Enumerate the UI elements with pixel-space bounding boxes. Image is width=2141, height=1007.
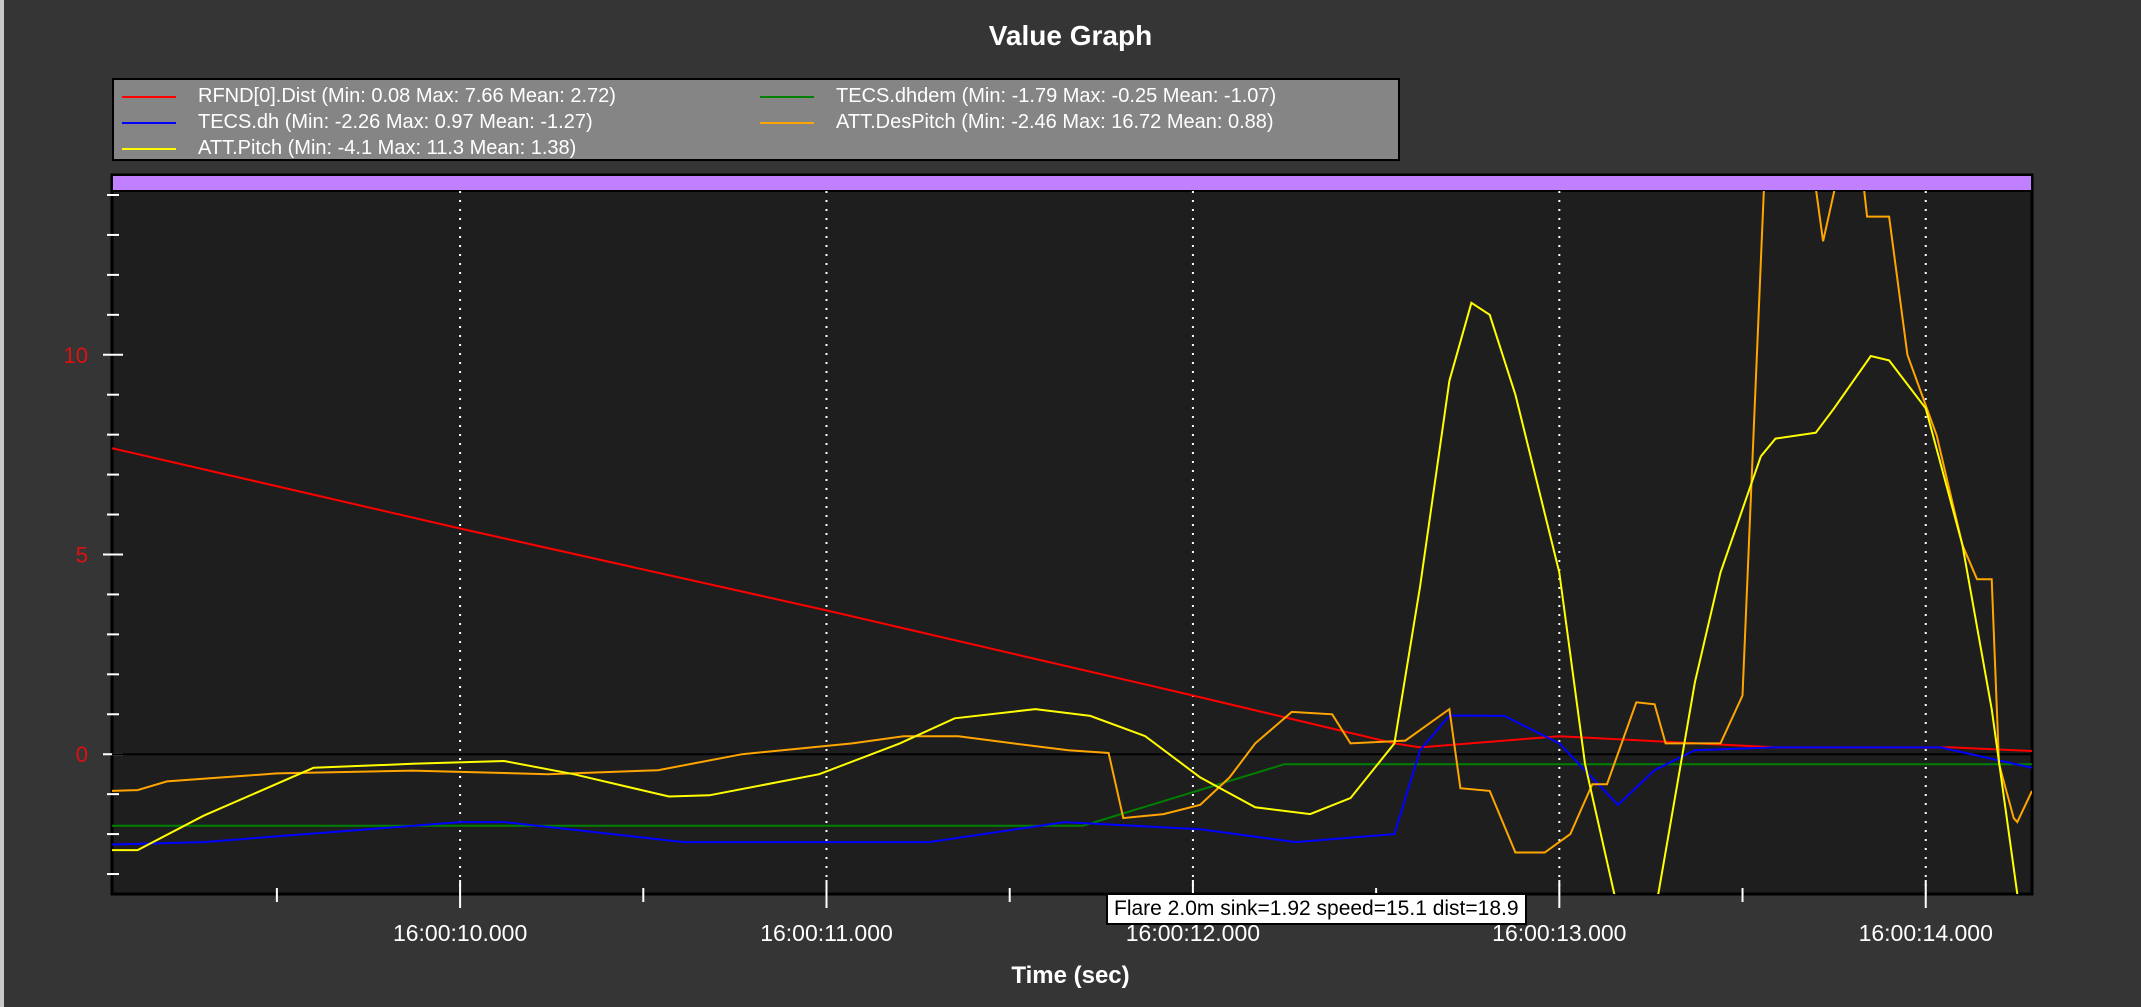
graph-title: Value Graph <box>988 20 1153 51</box>
legend-item-tecs-dhdem[interactable]: TECS.dhdem (Min: -1.79 Max: -0.25 Mean: … <box>760 85 1276 108</box>
legend-swatch <box>760 121 814 124</box>
legend-item-att-pitch[interactable]: ATT.Pitch (Min: -4.1 Max: 11.3 Mean: 1.3… <box>122 137 576 160</box>
y-tick-label: 0 <box>76 742 88 767</box>
window-edge <box>0 0 4 1007</box>
legend[interactable]: RFND[0].Dist (Min: 0.08 Max: 7.66 Mean: … <box>112 78 1400 161</box>
series-line-att-pitch[interactable] <box>112 301 2032 918</box>
x-tick-label: 16:00:10.000 <box>393 920 527 946</box>
x-tick-label: 16:00:14.000 <box>1859 920 1993 946</box>
series-line-tecs-dhdem[interactable] <box>112 763 2032 827</box>
legend-label: ATT.Pitch (Min: -4.1 Max: 11.3 Mean: 1.3… <box>198 137 577 159</box>
legend-label: TECS.dhdem (Min: -1.79 Max: -0.25 Mean: … <box>836 85 1277 107</box>
plot-area[interactable] <box>110 173 2034 896</box>
series-line-att-despitch[interactable] <box>112 86 2032 854</box>
legend-swatch <box>122 121 176 124</box>
flight-mode-band[interactable] <box>111 174 2033 192</box>
x-tick-label: 16:00:11.000 <box>760 920 893 946</box>
legend-swatch <box>760 95 814 98</box>
legend-label: ATT.DesPitch (Min: -2.46 Max: 16.72 Mean… <box>836 111 1274 133</box>
series-line-tecs-dh[interactable] <box>112 714 2032 846</box>
legend-item-att-despitch[interactable]: ATT.DesPitch (Min: -2.46 Max: 16.72 Mean… <box>760 111 1274 134</box>
legend-item-rfnd-dist[interactable]: RFND[0].Dist (Min: 0.08 Max: 7.66 Mean: … <box>122 85 616 108</box>
legend-item-tecs-dh[interactable]: TECS.dh (Min: -2.26 Max: 0.97 Mean: -1.2… <box>122 111 593 134</box>
x-axis-title: Time (sec) <box>1011 962 1130 989</box>
legend-label: RFND[0].Dist (Min: 0.08 Max: 7.66 Mean: … <box>198 85 616 107</box>
flare-annotation-tooltip: Flare 2.0m sink=1.92 speed=15.1 dist=18.… <box>1106 893 1527 925</box>
legend-swatch <box>122 147 176 150</box>
y-tick-label: 10 <box>64 343 88 368</box>
legend-swatch <box>122 95 176 98</box>
y-tick-label: 5 <box>76 542 88 567</box>
legend-label: TECS.dh (Min: -2.26 Max: 0.97 Mean: -1.2… <box>198 111 593 133</box>
